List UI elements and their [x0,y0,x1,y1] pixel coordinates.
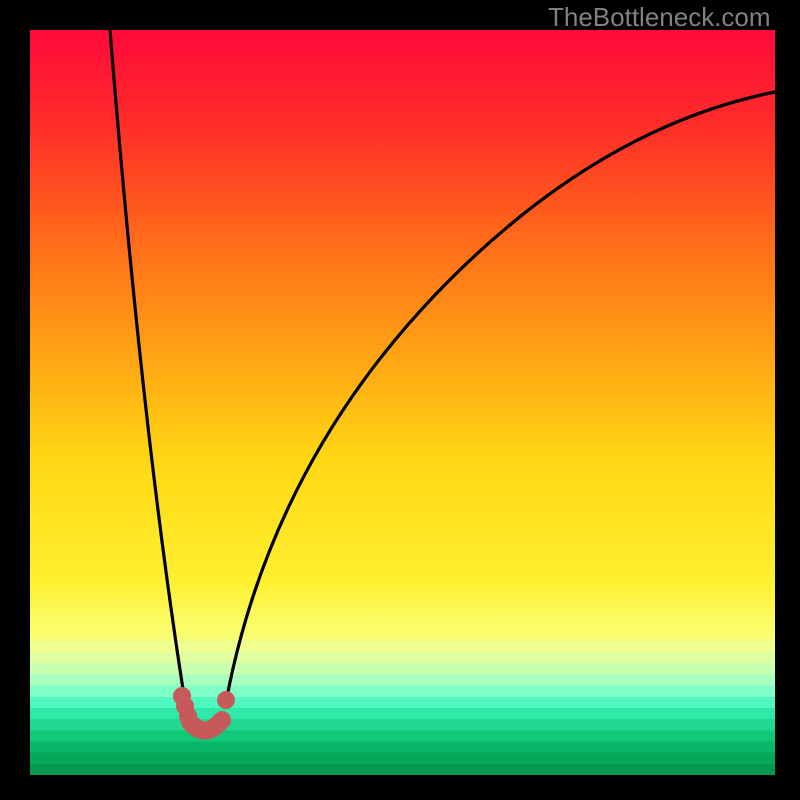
plot-area [30,30,775,775]
plot-svg [30,30,775,775]
watermark-text: TheBottleneck.com [548,2,771,33]
